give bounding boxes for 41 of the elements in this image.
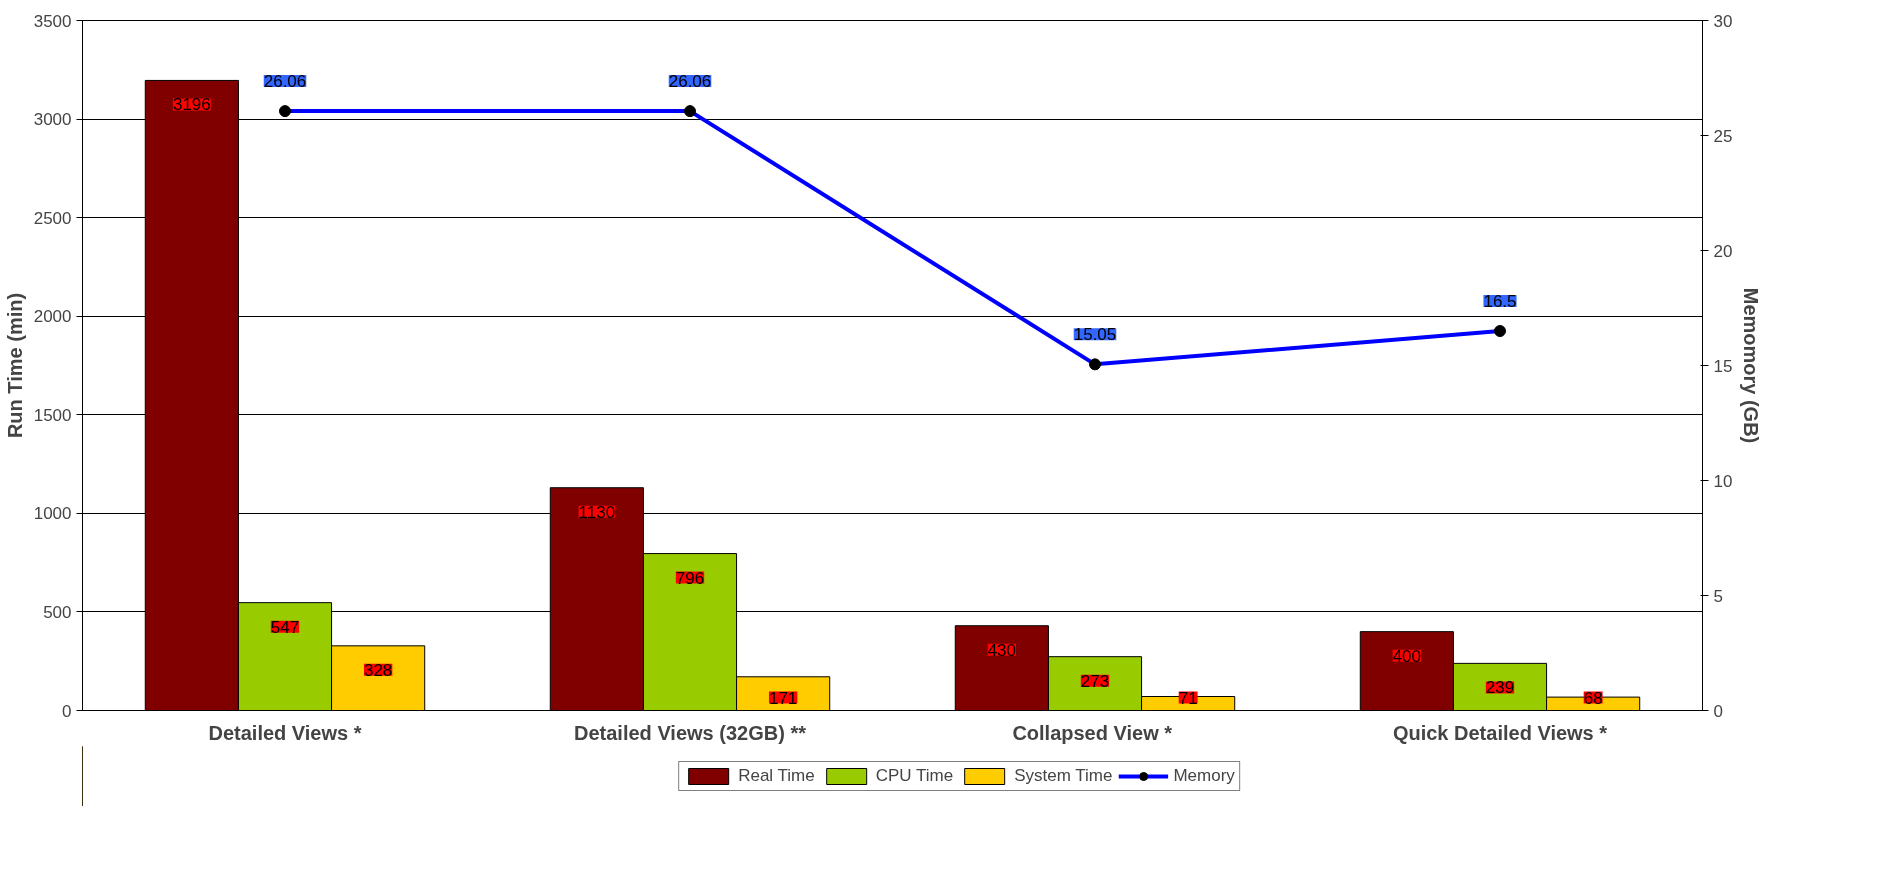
x-tick-label: Collapsed View * [1012,721,1173,744]
legend-label: Real Time [738,766,815,786]
data-label: 16.5 [1483,292,1517,311]
y2-tick-label: 15 [1713,356,1733,376]
data-label: 273 [1080,671,1110,691]
y-tick-label: 2000 [33,307,72,327]
y2-axis-title: Memomory (GB) [1740,287,1763,444]
y2-tick-label: 30 [1713,11,1733,31]
y-tick-label: 500 [43,602,72,622]
data-label: 15.05 [1073,325,1117,345]
data-label: 171 [768,688,798,708]
y-axis-title: Run Time (min) [3,292,26,439]
data-label: 1130 [578,502,616,522]
data-label: 26.06 [668,72,712,92]
data-label: 400 [1392,646,1422,666]
data-label: 26.06 [263,72,307,92]
x-tick-label: Quick Detailed Views * [1392,721,1608,744]
data-label: 796 [675,568,705,588]
legend-label: Memory [1173,766,1235,786]
y2-tick-label: 0 [1713,701,1723,721]
data-label: 430 [987,640,1017,660]
y-tick-label: 3000 [33,110,72,130]
y2-tick-label: 20 [1713,241,1733,261]
x-tick-label: Detailed Views (32GB) ** [574,721,807,744]
data-label: 68 [1583,688,1603,708]
y2-tick-label: 25 [1713,126,1733,146]
data-label: 3196 [172,95,211,115]
x-tick-label: Detailed Views * [208,721,362,744]
y-tick-label: 1500 [33,405,72,425]
legend-label: CPU Time [875,766,954,786]
y-tick-label: 1000 [33,504,72,524]
y-tick-label: 2500 [33,208,72,228]
data-label: 239 [1485,678,1515,698]
data-label: 547 [270,617,300,637]
data-label: 328 [363,660,393,680]
y-tick-label: 0 [62,701,72,721]
y2-tick-label: 10 [1713,471,1733,491]
y-tick-label: 3500 [33,11,72,31]
y2-tick-label: 5 [1713,586,1723,606]
legend-label: System Time [1014,766,1113,786]
data-label: 71 [1178,688,1198,708]
